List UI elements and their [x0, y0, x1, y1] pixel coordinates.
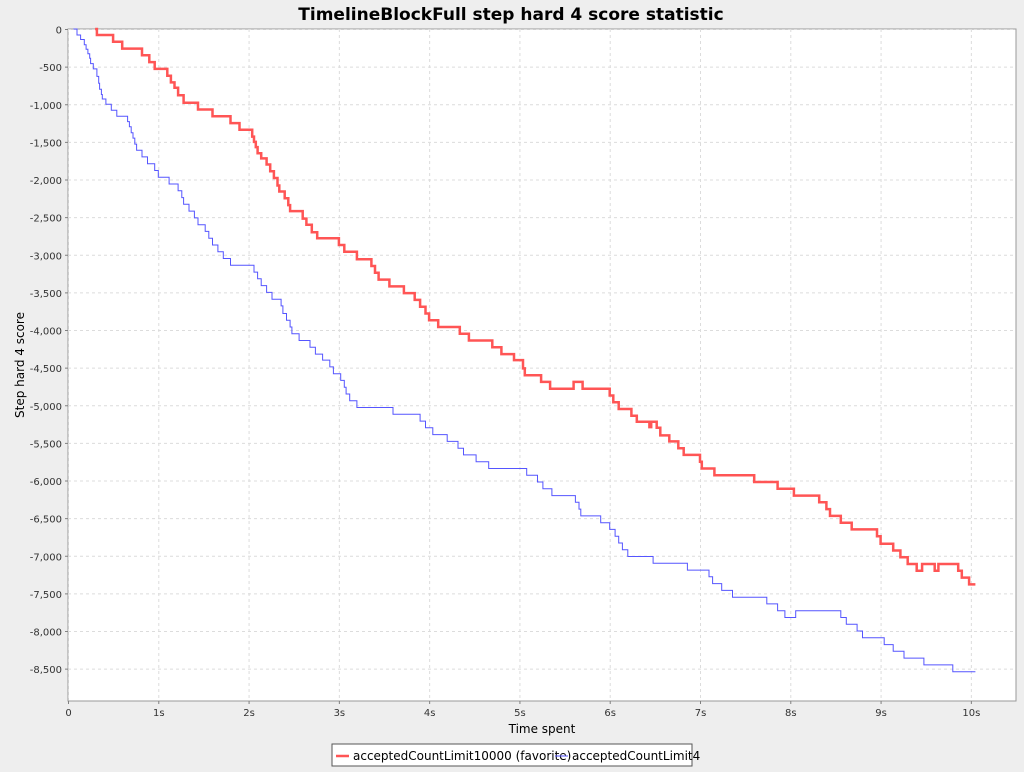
y-tick-label: -5,500	[30, 439, 62, 450]
series-line-acceptedCountLimit10000	[95, 27, 976, 586]
plot-area	[67, 28, 1017, 702]
y-tick-label: -7,500	[30, 590, 62, 601]
x-tick-label: 4s	[424, 708, 436, 719]
y-tick-label: -1,500	[30, 138, 62, 149]
x-tick-label: 5s	[514, 708, 526, 719]
y-axis-label: Step hard 4 score	[13, 312, 27, 418]
y-tick-label: -4,000	[30, 327, 62, 338]
y-tick-label: -2,500	[30, 214, 62, 225]
y-tick-label: -8,500	[30, 665, 62, 676]
y-tick-label: -7,000	[30, 552, 62, 563]
y-tick-label: -8,000	[30, 628, 62, 639]
x-tick-label: 0	[65, 708, 71, 719]
y-tick-label: -5,000	[30, 402, 62, 413]
chart-title: TimelineBlockFull step hard 4 score stat…	[298, 5, 723, 25]
y-tick-label: -1,000	[30, 101, 62, 112]
x-tick-label: 9s	[875, 708, 887, 719]
grid-lines	[68, 29, 1016, 701]
x-tick-label: 1s	[153, 708, 165, 719]
x-axis-label: Time spent	[508, 722, 576, 736]
x-tick-label: 10s	[962, 708, 980, 719]
x-tick-label: 8s	[785, 708, 797, 719]
legend-label-acceptedCountLimit10000: acceptedCountLimit10000 (favorite)	[353, 749, 571, 763]
y-tick-label: -6,500	[30, 515, 62, 526]
legend-box	[331, 743, 693, 767]
x-tick-label: 3s	[334, 708, 346, 719]
y-tick-label: -3,500	[30, 289, 62, 300]
x-tick-label: 6s	[604, 708, 616, 719]
y-tick-label: -3,000	[30, 251, 62, 262]
axes: 0 -500 -1,000 -1,500 -2,000 -2,500 -3,000 -3,50…	[30, 26, 981, 720]
legend-label-acceptedCountLimit4: acceptedCountLimit4	[572, 749, 700, 763]
series-line-acceptedCountLimit4	[73, 28, 976, 673]
y-tick-label: -500	[39, 63, 62, 74]
x-tick-label: 2s	[243, 708, 255, 719]
legend: acceptedCountLimit10000 (favorite) accep…	[331, 743, 700, 767]
y-tick-label: 0	[56, 26, 62, 37]
y-tick-label: -4,500	[30, 364, 62, 375]
y-tick-label: -2,000	[30, 176, 62, 187]
y-tick-label: -6,000	[30, 477, 62, 488]
series-lines	[73, 27, 976, 673]
x-tick-label: 7s	[695, 708, 707, 719]
